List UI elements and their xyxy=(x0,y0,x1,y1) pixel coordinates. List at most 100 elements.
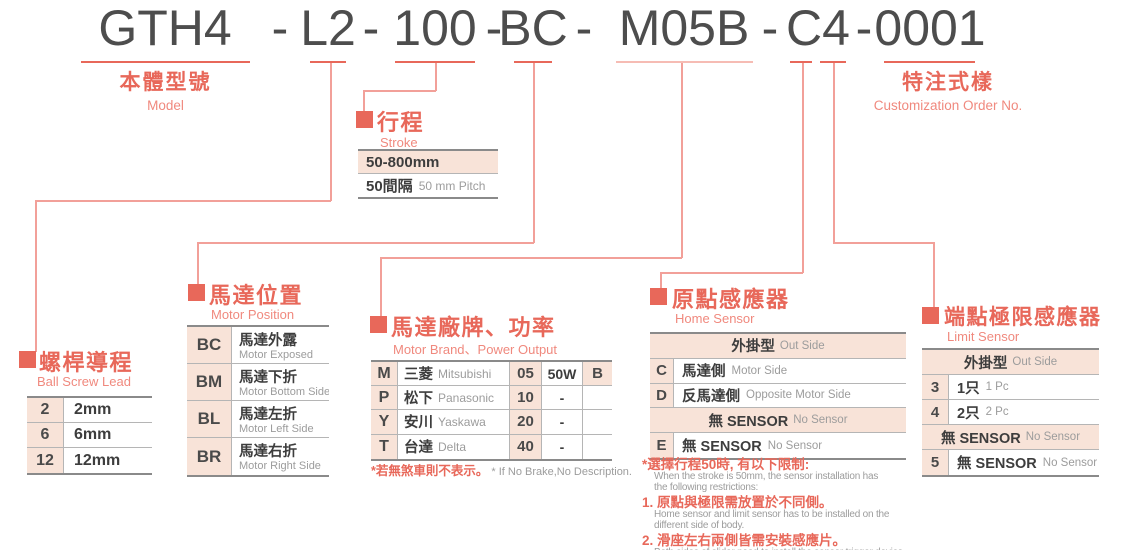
position-code: BM xyxy=(187,364,232,400)
sensor-code: 4 xyxy=(922,400,949,424)
stroke-bullet-icon xyxy=(356,111,373,128)
connector-motor-brand xyxy=(380,257,682,259)
stroke-title: 行程 xyxy=(377,110,425,135)
connector-home-sensor xyxy=(660,272,662,289)
table-row: T 台達 Delta 40 - xyxy=(371,434,612,459)
connector-stroke xyxy=(363,90,365,112)
note-item1-zh: 1. 原點與極限需放置於不同側。 xyxy=(642,495,833,511)
position-code: BC xyxy=(187,327,232,363)
group-no-sensor: 無 SENSOR No Sensor xyxy=(922,425,1099,449)
position-desc: 馬達下折 Motor Bottom Side xyxy=(239,369,329,398)
position-desc: 馬達外露 Motor Exposed xyxy=(239,332,313,361)
sensor-desc: 無 SENSOR No Sensor xyxy=(682,439,823,456)
note-title-en: the following restrictions: xyxy=(654,481,759,493)
model-code-segment-custom: 0001 xyxy=(874,0,986,56)
model-code-segment-sensor: C4 xyxy=(786,0,850,56)
connector-lead xyxy=(35,200,331,202)
underline-stroke xyxy=(395,61,475,63)
power-value: - xyxy=(542,386,583,410)
table-row: 50間隔 50 mm Pitch xyxy=(358,174,498,197)
customization-label-en: Customization Order No. xyxy=(873,98,1023,113)
brand-code: P xyxy=(371,386,398,410)
connector-motor-position xyxy=(197,242,534,244)
table-row: 3 1只 1 Pc xyxy=(922,375,1099,400)
motor-brand-subtitle: Motor Brand、Power Output xyxy=(393,342,558,357)
brake-code xyxy=(583,435,612,459)
model-code-segment-model: GTH4 xyxy=(98,0,232,56)
model-label-en: Model xyxy=(147,98,184,113)
connector-lead xyxy=(330,63,332,201)
brand-code: Y xyxy=(371,410,398,434)
power-code: 40 xyxy=(510,434,542,459)
connector-home-sensor xyxy=(802,63,804,273)
table-row: 2 2mm xyxy=(27,398,152,423)
table-row: Y 安川 Yaskawa 20 - xyxy=(371,410,612,435)
table-group-row: 無 SENSOR No Sensor xyxy=(650,408,906,434)
motor-brand-title: 馬達廠牌、功率 xyxy=(391,315,556,340)
connector-motor-brand xyxy=(681,63,683,258)
model-label: 本體型號 Model xyxy=(81,66,250,113)
power-code: 10 xyxy=(510,386,542,410)
table-row: M 三菱 Mitsubishi 05 50W B xyxy=(371,362,612,387)
motor-position-bullet-icon xyxy=(188,284,205,301)
table-row: 4 2只 2 Pc xyxy=(922,400,1099,425)
lead-value: 6mm xyxy=(74,426,112,443)
table-group-row: 外掛型 Out Side xyxy=(650,334,906,359)
power-value: 50W xyxy=(542,362,583,386)
position-code: BR xyxy=(187,438,232,475)
model-code-dash: - xyxy=(761,0,779,56)
table-row: 6 6mm xyxy=(27,423,152,448)
ball-screw-lead-table: 2 2mm 6 6mm 12 12mm xyxy=(27,396,152,475)
sensor-desc: 反馬達側 Opposite Motor Side xyxy=(682,388,851,405)
limit-sensor-title: 端點極限感應器 xyxy=(944,306,1102,329)
restriction-notes: *選擇行程50時, 有以下限制: When the stroke is 50mm… xyxy=(642,457,942,550)
power-code: 20 xyxy=(510,410,542,434)
connector-stroke xyxy=(435,63,437,91)
lead-code: 6 xyxy=(27,423,64,447)
home-sensor-bullet-icon xyxy=(650,288,667,305)
brand-name: 安川 Yaskawa xyxy=(398,410,510,434)
connector-lead xyxy=(35,200,37,352)
sensor-desc: 2只 2 Pc xyxy=(957,405,1009,422)
model-code-segment-motor-position: BC xyxy=(498,0,568,56)
customization-label: 特注式樣 Customization Order No. xyxy=(838,66,1058,113)
model-code-dash: - xyxy=(271,0,289,56)
motor-brand-table: M 三菱 Mitsubishi 05 50W B P 松下 Panasonic … xyxy=(371,360,612,461)
connector-motor-brand xyxy=(380,257,382,317)
group-out-side: 外掛型 Out Side xyxy=(650,334,906,358)
power-value: - xyxy=(542,434,583,459)
sensor-desc: 1只 1 Pc xyxy=(957,380,1009,397)
power-value: - xyxy=(542,410,583,434)
lead-code: 12 xyxy=(27,448,64,473)
note-title-zh: *選擇行程50時, 有以下限制: xyxy=(642,457,810,472)
stroke-pitch: 50間隔 50 mm Pitch xyxy=(366,178,486,195)
table-row: 5 無 SENSOR No Sensor xyxy=(922,450,1099,475)
connector-motor-position xyxy=(533,63,535,243)
table-row: BM 馬達下折 Motor Bottom Side xyxy=(187,364,329,401)
table-row: P 松下 Panasonic 10 - xyxy=(371,386,612,411)
stroke-table: 50-800mm 50間隔 50 mm Pitch xyxy=(358,149,498,199)
note-title-en: When the stroke is 50mm, the sensor inst… xyxy=(654,471,879,482)
brand-name: 台達 Delta xyxy=(398,434,510,459)
stroke-subtitle: Stroke xyxy=(380,135,418,150)
motor-position-title: 馬達位置 xyxy=(209,283,304,308)
sensor-code: D xyxy=(650,383,674,408)
connector-stroke xyxy=(363,90,436,92)
connector-limit-sensor xyxy=(933,242,935,308)
sensor-code: 5 xyxy=(922,450,949,475)
underline-motor-brand xyxy=(616,61,753,63)
note-item2-zh: 2. 滑座左右兩側皆需安裝感應片。 xyxy=(642,533,847,549)
ball-screw-lead-bullet-icon xyxy=(19,351,36,368)
note-item1-en: different side of body. xyxy=(654,519,745,531)
table-group-row: 無 SENSOR No Sensor xyxy=(922,425,1099,450)
table-row: BL 馬達左折 Motor Left Side xyxy=(187,401,329,438)
connector-limit-sensor xyxy=(833,63,835,243)
power-code: 05 xyxy=(510,362,542,386)
limit-sensor-subtitle: Limit Sensor xyxy=(947,329,1020,344)
model-code-dash: - xyxy=(362,0,380,56)
underline-motor-position xyxy=(514,61,552,63)
brake-code: B xyxy=(583,362,612,386)
note-item1-en: Home sensor and limit sensor has to be i… xyxy=(654,509,890,521)
motor-brand-bullet-icon xyxy=(370,316,387,333)
home-sensor-title: 原點感應器 xyxy=(672,287,790,312)
